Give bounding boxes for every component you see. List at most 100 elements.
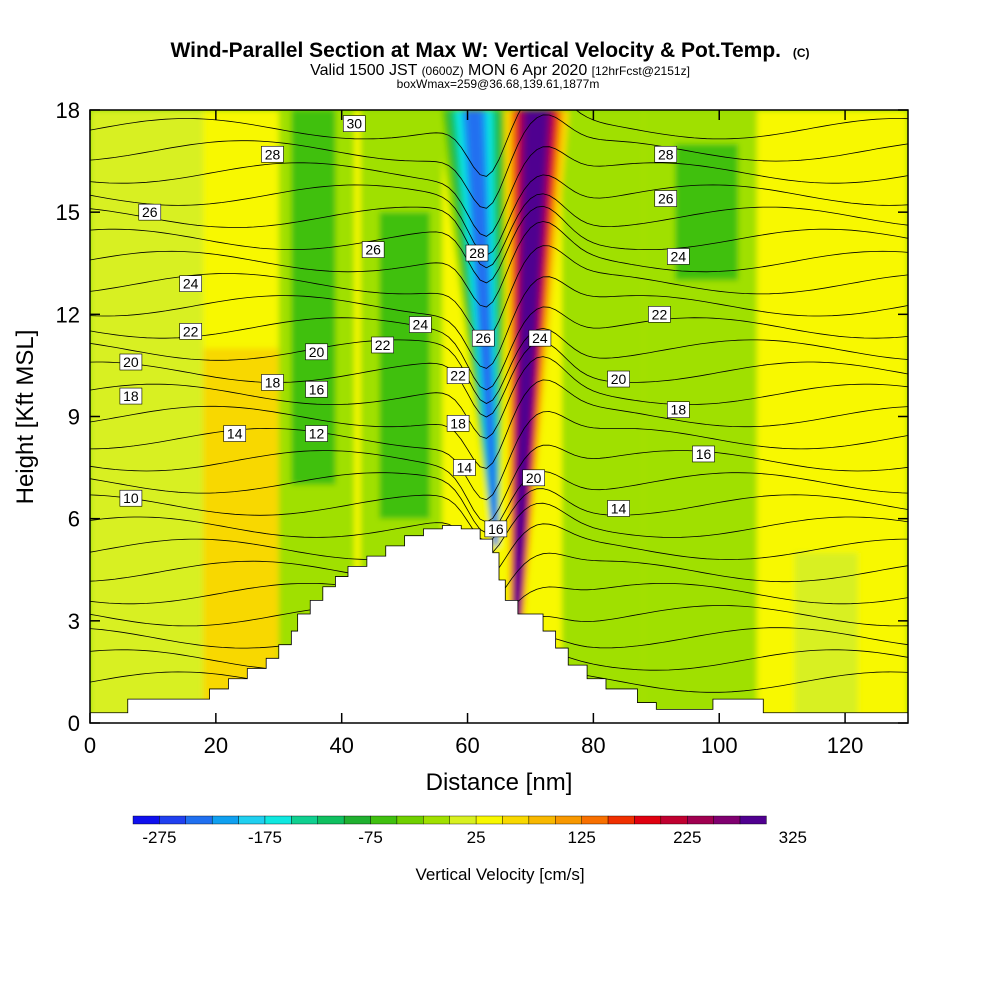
contour-label-text: 24 bbox=[413, 317, 429, 333]
contour-label: 22 bbox=[446, 367, 470, 384]
contour-label: 26 bbox=[138, 203, 162, 221]
contour-label-text: 16 bbox=[696, 446, 712, 462]
colorbar-swatch bbox=[396, 815, 424, 825]
x-tick-label: 20 bbox=[204, 733, 228, 758]
velocity-band bbox=[90, 110, 204, 723]
colorbar-swatch bbox=[528, 815, 556, 825]
contour-label: 16 bbox=[305, 380, 328, 398]
contour-label: 26 bbox=[654, 190, 678, 207]
contour-label: 20 bbox=[119, 353, 143, 371]
colorbar-swatch bbox=[132, 815, 160, 825]
contour-label-text: 18 bbox=[671, 402, 687, 418]
box-info: boxWmax=259@36.68,139.61,1877m bbox=[397, 77, 600, 91]
colorbar-swatch bbox=[264, 815, 292, 825]
contour-label: 18 bbox=[446, 415, 470, 432]
isentrope bbox=[90, 245, 908, 339]
isentrope bbox=[90, 110, 908, 177]
isentrope bbox=[90, 306, 908, 391]
y-tick-label: 3 bbox=[68, 609, 80, 634]
contour-label: 14 bbox=[607, 500, 630, 517]
contour-label-text: 20 bbox=[123, 354, 139, 370]
contour-label: 24 bbox=[667, 248, 690, 265]
isentrope bbox=[90, 341, 908, 418]
colorbar-tick-label: 325 bbox=[779, 828, 807, 847]
colorbar: -275 -175 -75 25 125 225 325 bbox=[132, 815, 807, 847]
chart-title-block: Wind-Parallel Section at Max W: Vertical… bbox=[170, 39, 809, 91]
isentrope bbox=[90, 221, 908, 308]
colorbar-tick-label: -275 bbox=[142, 828, 176, 847]
contour-label: 16 bbox=[692, 445, 715, 463]
valid-time: Valid 1500 JST bbox=[310, 62, 418, 79]
isentrope bbox=[90, 114, 908, 209]
contour-label: 24 bbox=[179, 275, 202, 292]
chart-subtitle: Valid 1500 JST (0600Z) MON 6 Apr 2020 [1… bbox=[310, 62, 690, 79]
colorbar-swatch bbox=[555, 815, 582, 825]
y-tick-label: 9 bbox=[68, 405, 80, 430]
colorbar-swatch bbox=[159, 815, 186, 825]
colorbar-swatch bbox=[660, 815, 688, 825]
colorbar-swatch bbox=[581, 815, 609, 825]
contour-label: 28 bbox=[261, 145, 284, 163]
contour-label-text: 28 bbox=[658, 146, 674, 162]
contour-label-text: 26 bbox=[475, 330, 491, 346]
contour-label-text: 26 bbox=[658, 191, 674, 207]
contour-labels: 30 28 26 24 22 20 18 10 14 18 20 16 12 26 22 24 22 18 14 28… bbox=[119, 115, 715, 538]
contour-label-text: 10 bbox=[123, 490, 139, 506]
x-axis-label: Distance [nm] bbox=[426, 769, 573, 796]
valid-utc: (0600Z) bbox=[422, 64, 464, 78]
colorbar-swatch bbox=[317, 815, 345, 825]
y-axis-label: Height [Kft MSL] bbox=[12, 330, 39, 505]
contour-label: 22 bbox=[648, 306, 671, 323]
contour-label: 10 bbox=[119, 489, 143, 507]
y-tick-label: 0 bbox=[68, 711, 80, 736]
y-tick-label: 12 bbox=[56, 302, 80, 327]
colorbar-swatch bbox=[475, 815, 503, 825]
colorbar-swatch bbox=[634, 815, 662, 825]
contour-label-text: 14 bbox=[457, 460, 473, 476]
x-tick-label: 40 bbox=[329, 733, 353, 758]
contour-label-text: 24 bbox=[671, 248, 687, 264]
contour-label-text: 20 bbox=[526, 470, 542, 486]
colorbar-swatch bbox=[713, 815, 741, 825]
contour-label-text: 30 bbox=[346, 116, 362, 132]
contour-label: 26 bbox=[361, 241, 385, 258]
y-axis: 0 3 6 9 12 15 18 bbox=[56, 98, 908, 736]
forecast-info: [12hrFcst@2151z] bbox=[592, 64, 690, 78]
contour-label: 24 bbox=[528, 329, 552, 347]
colorbar-swatch bbox=[211, 815, 239, 825]
contour-label-text: 28 bbox=[265, 146, 281, 162]
y-tick-label: 15 bbox=[56, 200, 80, 225]
colorbar-swatch bbox=[449, 815, 477, 825]
isentrope bbox=[90, 205, 908, 284]
copyright-mark: (C) bbox=[793, 46, 810, 60]
isentrope bbox=[90, 174, 908, 256]
contour-label-text: 24 bbox=[532, 330, 548, 346]
contour-label-text: 18 bbox=[123, 388, 139, 404]
x-tick-label: 80 bbox=[581, 733, 605, 758]
contour-label-text: 18 bbox=[450, 415, 466, 431]
svg-text:Wind-Parallel Section at Max W: Wind-Parallel Section at Max W: Vertical… bbox=[170, 39, 809, 62]
contour-label: 20 bbox=[522, 469, 545, 487]
colorbar-swatch bbox=[607, 815, 635, 825]
contour-label-text: 16 bbox=[488, 521, 504, 537]
x-tick-label: 120 bbox=[827, 733, 864, 758]
colorbar-swatch bbox=[739, 815, 767, 825]
colorbar-swatch bbox=[423, 815, 450, 825]
isentrope bbox=[90, 502, 908, 556]
colorbar-tick-label: 225 bbox=[673, 828, 701, 847]
isentrope bbox=[90, 444, 908, 523]
contour-label-text: 14 bbox=[227, 426, 243, 442]
contour-label: 30 bbox=[342, 115, 366, 132]
y-tick-label: 18 bbox=[56, 98, 80, 123]
colorbar-swatch bbox=[185, 815, 213, 825]
x-tick-label: 60 bbox=[455, 733, 479, 758]
y-tick-label: 6 bbox=[68, 507, 80, 532]
colorbar-swatch bbox=[687, 815, 714, 825]
contour-label: 28 bbox=[654, 145, 678, 163]
contour-label: 24 bbox=[409, 316, 432, 333]
velocity-band bbox=[794, 552, 858, 723]
contour-label: 18 bbox=[667, 401, 690, 418]
velocity-band bbox=[561, 110, 644, 723]
terrain bbox=[90, 525, 908, 723]
